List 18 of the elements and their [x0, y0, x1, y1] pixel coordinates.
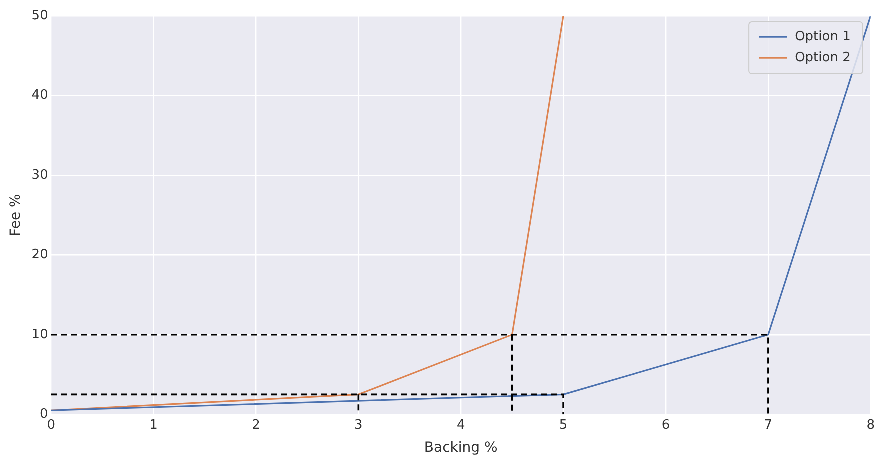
x-tick-label: 7 — [764, 418, 773, 433]
legend-label: Option 1 — [795, 29, 851, 44]
y-tick-label: 40 — [32, 88, 48, 104]
y-tick-label: 10 — [32, 327, 48, 342]
y-tick-label: 30 — [32, 168, 48, 183]
y-tick-label: 20 — [32, 248, 48, 263]
legend-label: Option 2 — [795, 50, 851, 66]
x-axis-title: Backing % — [424, 440, 498, 456]
x-tick-label: 2 — [252, 418, 260, 433]
y-tick-label: 50 — [32, 8, 48, 24]
y-axis-title: Fee % — [8, 194, 24, 236]
x-tick-label: 4 — [456, 418, 466, 433]
x-tick-label: 5 — [559, 418, 568, 433]
x-tick-label: 3 — [354, 418, 363, 433]
x-tick-label: 8 — [866, 418, 876, 433]
x-tick-label: 6 — [662, 418, 670, 433]
x-tick-label: 1 — [150, 418, 158, 433]
y-tick-label: 0 — [40, 406, 48, 422]
